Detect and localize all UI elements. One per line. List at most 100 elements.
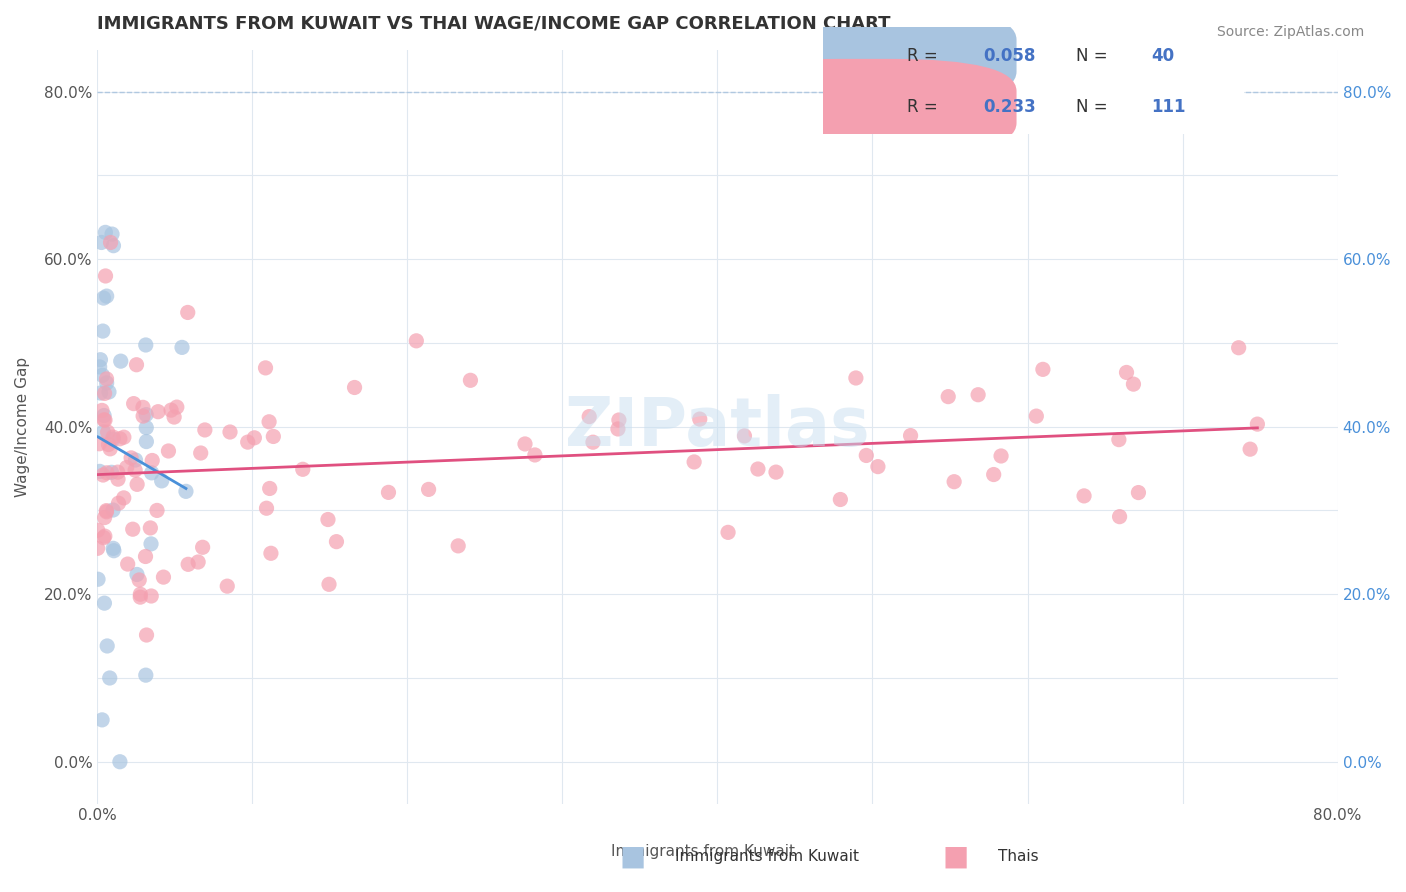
Immigrants from Kuwait <box>93 409 115 423</box>
Thais <box>157 444 180 458</box>
Thais <box>607 413 630 427</box>
Thais <box>108 432 131 446</box>
Immigrants from Kuwait <box>96 376 118 390</box>
Immigrants from Kuwait <box>91 368 114 383</box>
Thais <box>418 483 440 497</box>
Thais <box>100 235 122 250</box>
Thais <box>141 453 163 467</box>
Thais <box>124 463 146 477</box>
Immigrants from Kuwait <box>87 572 110 586</box>
Thais <box>1108 509 1130 524</box>
Thais <box>607 422 630 436</box>
Thais <box>523 448 546 462</box>
Thais <box>683 455 706 469</box>
Thais <box>460 373 482 387</box>
Thais <box>582 435 605 450</box>
Immigrants from Kuwait <box>96 639 118 653</box>
Thais <box>127 477 149 491</box>
Thais <box>117 557 139 571</box>
Immigrants from Kuwait <box>174 484 197 499</box>
Thais <box>146 503 169 517</box>
Immigrants from Kuwait <box>89 359 111 374</box>
Thais <box>219 425 242 439</box>
Thais <box>101 430 124 444</box>
Immigrants from Kuwait <box>135 338 157 352</box>
Thais <box>830 492 852 507</box>
Thais <box>254 360 277 375</box>
Thais <box>447 539 470 553</box>
Thais <box>93 510 115 524</box>
Immigrants from Kuwait <box>101 432 124 446</box>
Immigrants from Kuwait <box>125 567 148 582</box>
Text: Immigrants from Kuwait: Immigrants from Kuwait <box>675 849 859 863</box>
Thais <box>120 450 142 465</box>
Immigrants from Kuwait <box>93 596 115 610</box>
Text: ■: ■ <box>943 842 969 871</box>
Immigrants from Kuwait <box>101 227 124 241</box>
Thais <box>257 415 280 429</box>
Thais <box>96 372 118 386</box>
Text: Immigrants from Kuwait: Immigrants from Kuwait <box>612 845 794 859</box>
Thais <box>121 522 143 536</box>
Immigrants from Kuwait <box>100 466 122 480</box>
FancyBboxPatch shape <box>713 7 1017 103</box>
Thais <box>967 388 990 402</box>
Text: Source: ZipAtlas.com: Source: ZipAtlas.com <box>1216 25 1364 38</box>
Immigrants from Kuwait <box>108 755 131 769</box>
Thais <box>146 405 169 419</box>
Thais <box>129 587 152 601</box>
Thais <box>125 358 148 372</box>
Thais <box>94 529 117 543</box>
Immigrants from Kuwait <box>170 340 193 354</box>
Thais <box>112 491 135 505</box>
Thais <box>316 512 339 526</box>
Thais <box>128 573 150 587</box>
Text: Thais: Thais <box>998 849 1039 863</box>
Thais <box>325 534 347 549</box>
Immigrants from Kuwait <box>110 354 132 368</box>
Immigrants from Kuwait <box>101 503 124 517</box>
Text: ZIPatlas: ZIPatlas <box>565 393 870 459</box>
Text: R =: R = <box>907 46 943 64</box>
Thais <box>256 501 278 516</box>
Thais <box>122 396 145 410</box>
Thais <box>194 423 217 437</box>
Immigrants from Kuwait <box>139 537 162 551</box>
Thais <box>107 465 129 479</box>
Thais <box>94 413 117 427</box>
Immigrants from Kuwait <box>93 291 115 305</box>
Thais <box>262 429 284 443</box>
Immigrants from Kuwait <box>89 386 111 401</box>
Thais <box>132 401 155 415</box>
Thais <box>93 531 115 545</box>
Thais <box>689 412 711 426</box>
Text: 40: 40 <box>1152 46 1174 64</box>
Thais <box>900 428 922 442</box>
Immigrants from Kuwait <box>103 541 125 556</box>
Text: IMMIGRANTS FROM KUWAIT VS THAI WAGE/INCOME GAP CORRELATION CHART: IMMIGRANTS FROM KUWAIT VS THAI WAGE/INCO… <box>97 15 891 33</box>
Immigrants from Kuwait <box>90 235 112 250</box>
Thais <box>318 577 340 591</box>
Immigrants from Kuwait <box>135 420 157 434</box>
Thais <box>132 409 155 423</box>
Thais <box>112 430 135 444</box>
Thais <box>513 437 536 451</box>
Thais <box>733 429 755 443</box>
Thais <box>129 590 152 604</box>
Thais <box>160 403 183 417</box>
Immigrants from Kuwait <box>103 543 125 558</box>
Immigrants from Kuwait <box>103 238 125 252</box>
FancyBboxPatch shape <box>713 59 1017 155</box>
Y-axis label: Wage/Income Gap: Wage/Income Gap <box>15 357 30 497</box>
Immigrants from Kuwait <box>94 226 117 240</box>
FancyBboxPatch shape <box>696 0 1371 166</box>
Thais <box>1246 417 1268 431</box>
Thais <box>578 409 600 424</box>
Thais <box>217 579 239 593</box>
Immigrants from Kuwait <box>141 466 163 480</box>
Thais <box>1128 485 1150 500</box>
Thais <box>115 460 138 475</box>
Thais <box>89 436 111 450</box>
Thais <box>191 541 214 555</box>
Thais <box>1108 433 1130 447</box>
